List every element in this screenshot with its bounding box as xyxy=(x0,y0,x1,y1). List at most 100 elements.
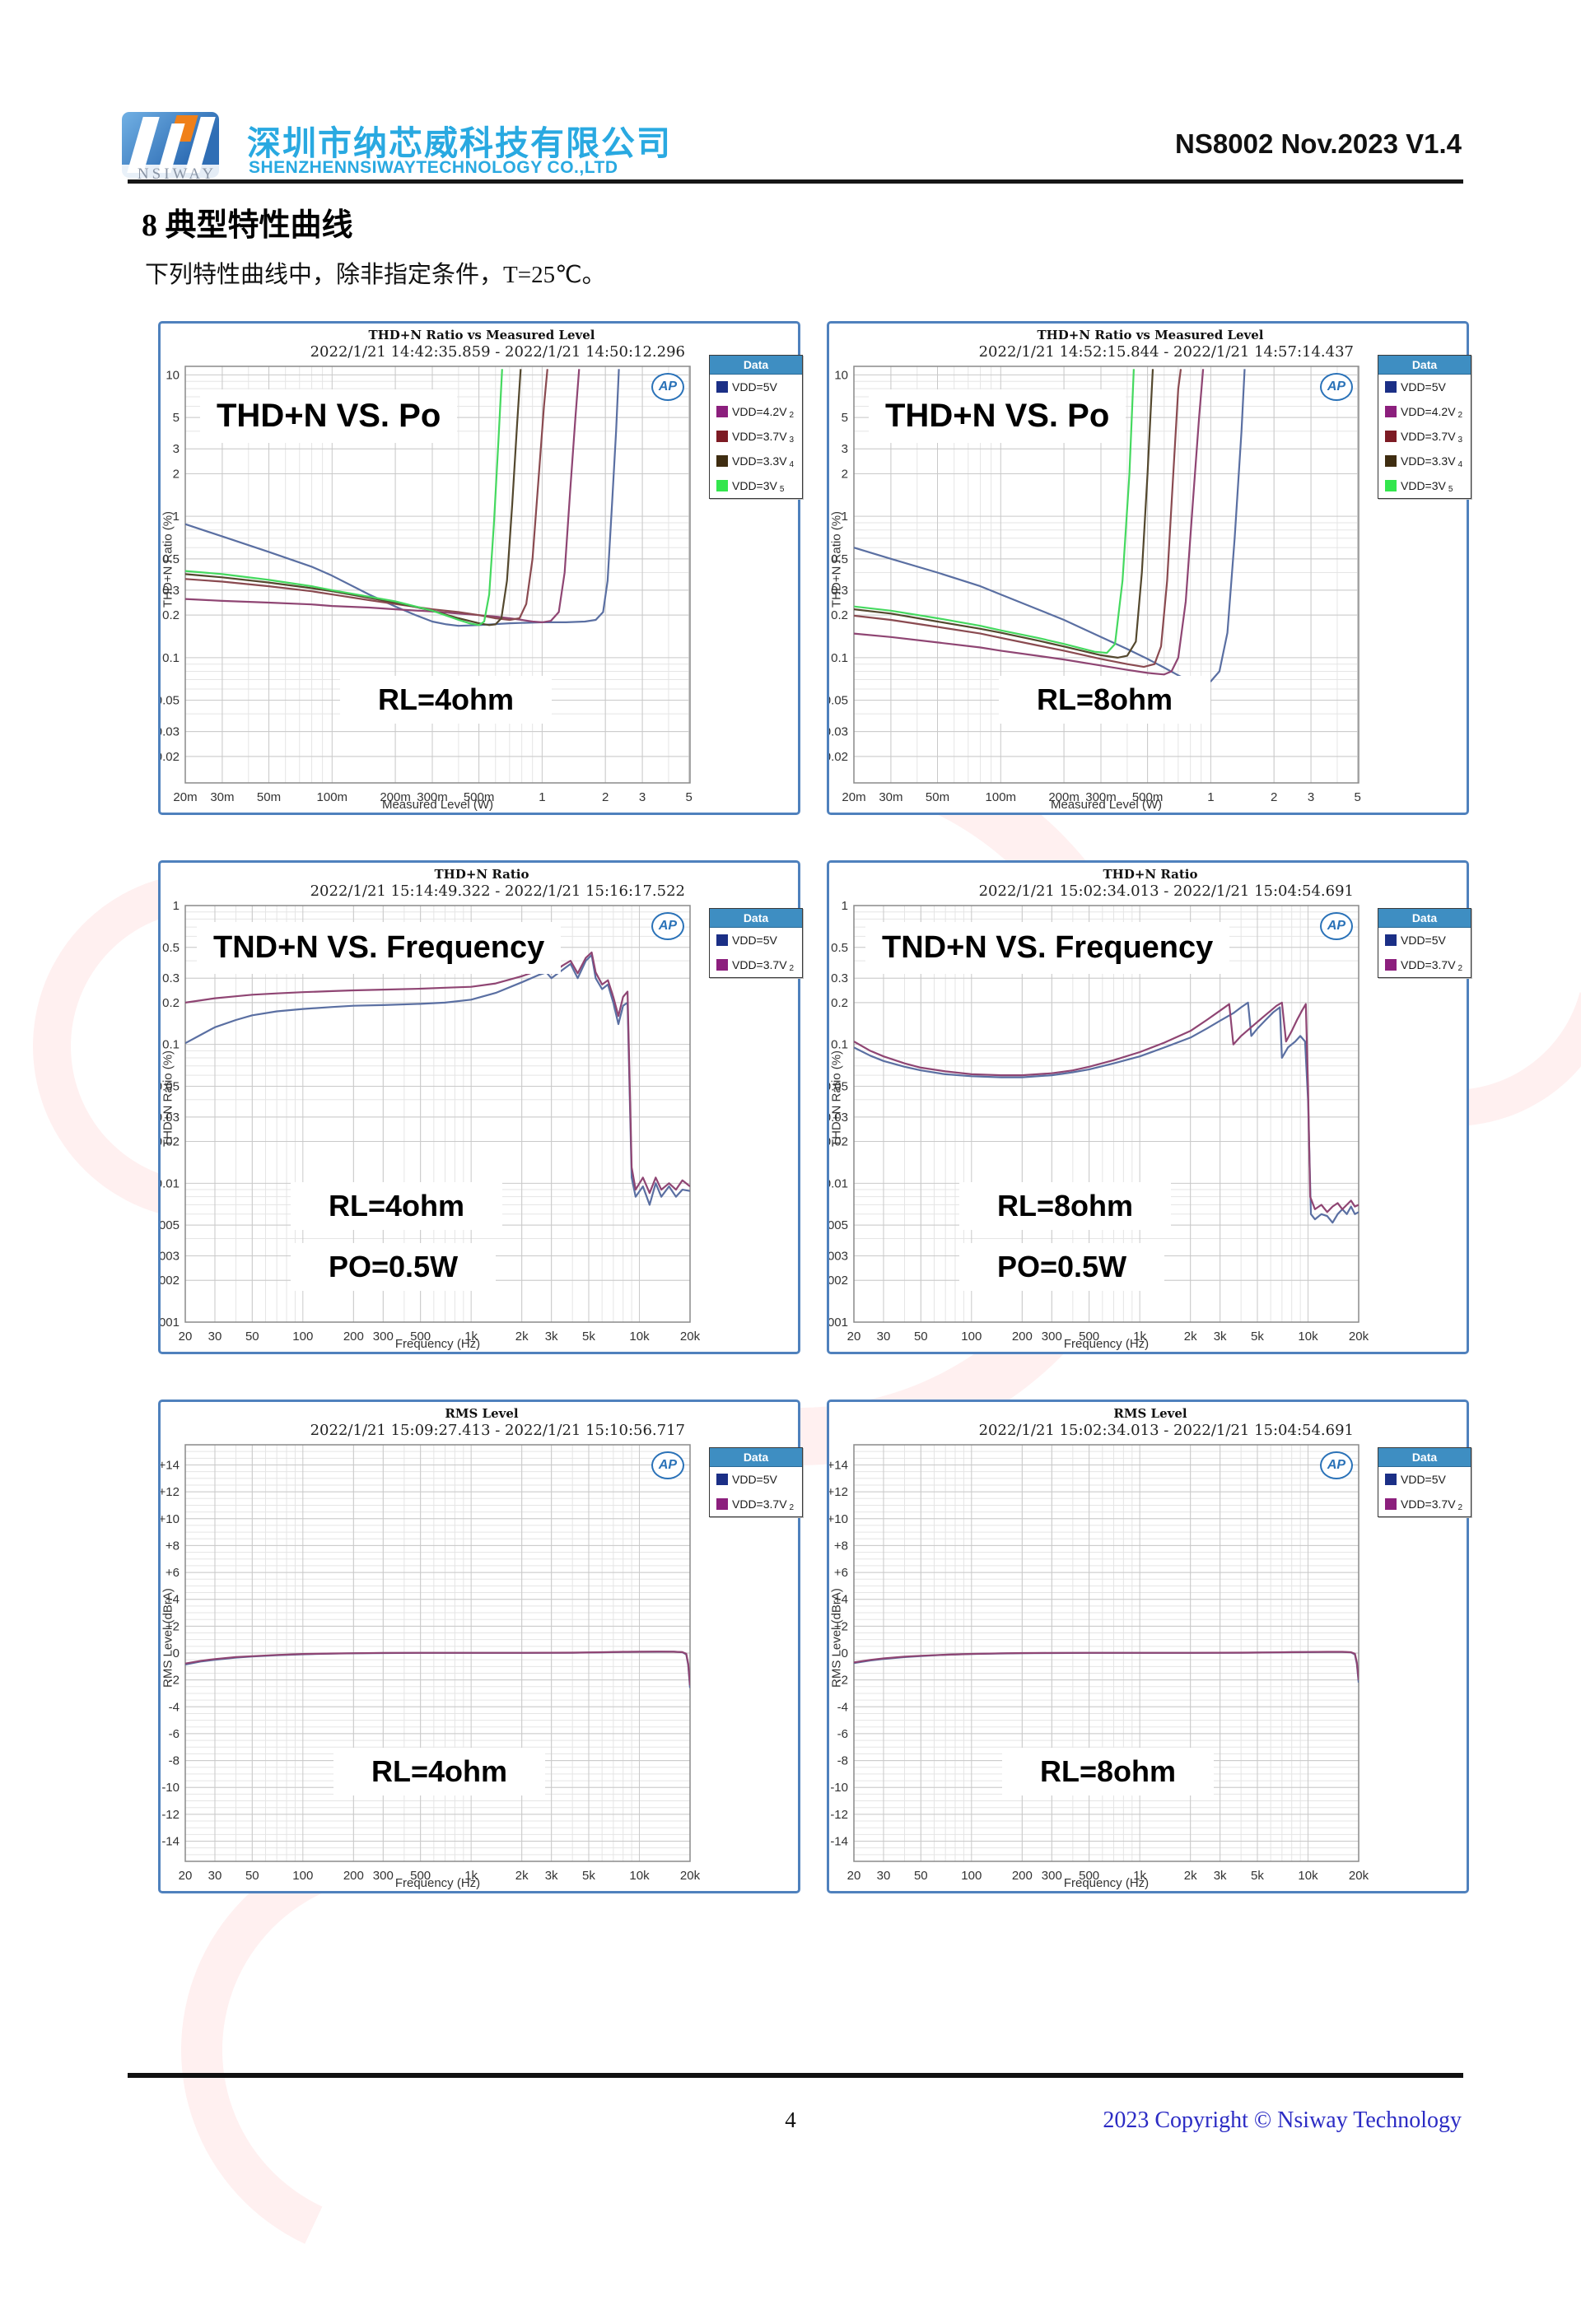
legend-label: VDD=5V xyxy=(1401,380,1446,394)
legend-entry: VDD=3.7V 2 xyxy=(710,1492,802,1516)
chart-thdn-vs-po-4ohm: 20m 30m 50m 100m 200m 300m 500m 1 2 3 5 10 5 3 2 1 0.5 0.… xyxy=(158,321,803,815)
chart-timestamp: 2022/1/21 15:14:49.322 - 2022/1/21 15:16… xyxy=(310,883,685,900)
y-tick-label: 0.001 xyxy=(161,1316,180,1330)
chart-title: THD+N Ratio xyxy=(434,867,529,882)
legend-swatch xyxy=(1385,934,1397,946)
x-axis-label: Frequency (Hz) xyxy=(1063,1337,1150,1351)
x-tick-label: 30m xyxy=(210,790,234,804)
x-tick-label: 1k xyxy=(464,1330,478,1344)
series-VDD=3.7V xyxy=(185,1651,690,1686)
legend-entry: VDD=5V xyxy=(1378,1467,1471,1492)
legend-swatch xyxy=(716,381,728,393)
legend: Data VDD=5V VDD=4.2V 2 VDD=3.7V 3 VDD=3.3V 4 VDD… xyxy=(709,355,803,499)
legend-sub: 4 xyxy=(1457,459,1463,469)
y-axis-label: THD+N Ratio (%) xyxy=(829,1050,844,1148)
company-name-cn: 深圳市纳芯威科技有限公司 xyxy=(247,124,672,162)
y-tick-label: 0.1 xyxy=(162,1038,180,1052)
y-tick-label: -10 xyxy=(830,1781,848,1795)
x-tick-label: 300 xyxy=(1042,1330,1062,1344)
company-name-en: SHENZHENNSIWAYTECHNOLOGY CO.,LTD xyxy=(249,158,618,177)
header-divider xyxy=(128,179,1463,184)
condition-label: RL=4ohm xyxy=(333,1748,546,1795)
y-tick-label: -2 xyxy=(837,1674,848,1688)
x-tick-label: 300m xyxy=(1085,790,1117,804)
legend-swatch xyxy=(1385,1498,1397,1510)
x-tick-label: 5k xyxy=(1251,1330,1264,1344)
x-tick-label: 20 xyxy=(847,1330,861,1344)
y-tick-label: 0.01 xyxy=(829,1176,848,1190)
legend-swatch xyxy=(1385,959,1397,971)
legend-header: Data xyxy=(710,909,802,928)
y-axis-label: THD+N Ratio (%) xyxy=(161,510,175,608)
chart-title: RMS Level xyxy=(1113,1406,1187,1421)
legend-label: VDD=3V xyxy=(732,479,777,492)
y-tick-label: +4 xyxy=(834,1593,848,1607)
legend-sub: 2 xyxy=(789,963,795,973)
y-tick-label: +8 xyxy=(166,1539,180,1553)
legend-label: VDD=5V xyxy=(732,934,777,947)
y-tick-label: 0.002 xyxy=(829,1274,848,1288)
legend-label: VDD=3.7V xyxy=(1401,430,1456,443)
y-tick-label: -6 xyxy=(837,1727,848,1741)
legend-sub: 3 xyxy=(1457,435,1463,445)
legend-swatch xyxy=(1385,455,1397,467)
audio-precision-logo-icon: AP xyxy=(1320,912,1353,940)
legend-entry: VDD=3V 5 xyxy=(1378,473,1471,498)
x-tick-label: 5k xyxy=(582,1869,595,1883)
y-tick-label: -6 xyxy=(169,1727,180,1741)
series-VDD=5V xyxy=(185,953,690,1206)
x-tick-label: 50m xyxy=(257,790,281,804)
x-tick-label: 30 xyxy=(208,1869,222,1883)
y-tick-label: 1 xyxy=(842,510,848,524)
y-tick-label: +2 xyxy=(834,1619,848,1633)
y-tick-label: 0 xyxy=(173,1646,180,1660)
legend-swatch xyxy=(1385,381,1397,393)
y-tick-label: 0.003 xyxy=(829,1250,848,1264)
y-tick-label: -10 xyxy=(161,1781,180,1795)
legend-sub: 4 xyxy=(789,459,795,469)
x-tick-label: 20m xyxy=(173,790,197,804)
x-tick-label: 100 xyxy=(961,1869,982,1883)
x-tick-label: 3 xyxy=(1308,790,1314,804)
legend-swatch xyxy=(716,406,728,417)
x-tick-label: 300 xyxy=(373,1869,394,1883)
y-tick-label: 0.01 xyxy=(161,1176,180,1190)
legend-label: VDD=5V xyxy=(732,1473,777,1486)
y-tick-label: 0.2 xyxy=(162,996,180,1010)
page-number: 4 xyxy=(785,2107,796,2132)
y-tick-label: -14 xyxy=(161,1835,180,1849)
legend-swatch xyxy=(1385,431,1397,442)
y-tick-label: 2 xyxy=(842,467,848,481)
condition-label: RL=8ohm xyxy=(1002,1748,1215,1795)
y-tick-label: +10 xyxy=(829,1512,848,1526)
y-tick-label: +4 xyxy=(166,1593,180,1607)
series-VDD=3.3V xyxy=(185,369,522,626)
y-tick-label: 5 xyxy=(173,411,180,425)
x-tick-label: 200m xyxy=(1048,790,1080,804)
y-tick-label: 1 xyxy=(173,510,180,524)
x-tick-label: 20k xyxy=(1349,1330,1369,1344)
y-tick-label: 0.3 xyxy=(162,971,180,985)
series-VDD=3.7V xyxy=(854,1651,1359,1680)
y-tick-label: +10 xyxy=(161,1512,180,1526)
x-tick-label: 2 xyxy=(1271,790,1277,804)
x-tick-label: 50 xyxy=(914,1869,928,1883)
x-tick-label: 500 xyxy=(410,1869,431,1883)
y-tick-label: 1 xyxy=(173,899,180,913)
x-tick-label: 10k xyxy=(629,1330,650,1344)
x-tick-label: 500m xyxy=(464,790,495,804)
y-tick-label: 1 xyxy=(842,899,848,913)
legend-swatch xyxy=(716,1498,728,1510)
y-tick-label: 0.005 xyxy=(829,1218,848,1232)
y-tick-label: -4 xyxy=(837,1700,848,1714)
legend-entry: VDD=3.7V 2 xyxy=(710,952,802,977)
chart-thdn-vs-po-8ohm: 20m 30m 50m 100m 200m 300m 500m 1 2 3 5 10 5 3 2 1 0.5 0.… xyxy=(827,321,1471,815)
legend-swatch xyxy=(716,431,728,442)
copyright-text: 2023 Copyright © Nsiway Technology xyxy=(1103,2107,1462,2133)
x-tick-label: 300m xyxy=(417,790,448,804)
y-tick-label: 0.1 xyxy=(162,651,180,665)
x-tick-label: 200 xyxy=(343,1330,364,1344)
x-tick-label: 100 xyxy=(292,1330,313,1344)
x-tick-label: 20 xyxy=(847,1869,861,1883)
x-tick-label: 50 xyxy=(914,1330,928,1344)
